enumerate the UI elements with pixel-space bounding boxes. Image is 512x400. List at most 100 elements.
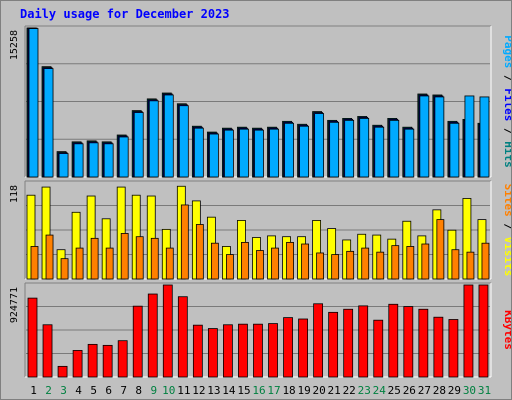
pages-bar	[208, 133, 219, 178]
pages-bar	[239, 128, 249, 178]
pages-bar	[404, 128, 415, 178]
sites-bar	[406, 246, 415, 280]
day-label: 15	[237, 384, 250, 397]
pages-bar	[374, 126, 385, 178]
pages-bar	[284, 122, 294, 178]
kbytes-bar	[42, 324, 53, 378]
kbytes-bar	[433, 316, 444, 378]
pages-bar	[178, 105, 189, 178]
pages-bar	[434, 96, 445, 178]
panel-1-legend: Sites / Visits	[502, 184, 511, 277]
kbytes-bar	[117, 340, 128, 378]
pages-bar	[299, 125, 309, 178]
kbytes-bar	[358, 305, 369, 378]
sites-bar	[195, 224, 204, 280]
panel-1-max-label: 118	[9, 185, 20, 203]
day-label: 3	[60, 384, 67, 397]
kbytes-bar	[72, 350, 83, 378]
legend-part-0: KBytes	[502, 310, 511, 350]
kbytes-bar	[253, 323, 263, 378]
panel-0-max-label: 15258	[9, 30, 20, 60]
day-label: 26	[403, 384, 416, 397]
kbytes-bar	[388, 303, 399, 378]
day-label: 22	[343, 384, 356, 397]
legend-part-1: /	[502, 68, 511, 88]
sites-bar	[60, 258, 69, 280]
pages-bar	[133, 112, 144, 178]
sites-bar	[451, 249, 460, 280]
legend-part-2: Visits	[502, 237, 511, 277]
kbytes-bar	[268, 323, 278, 378]
legend-part-3: /	[502, 121, 511, 141]
day-label: 20	[313, 384, 326, 397]
sites-bar	[481, 242, 490, 280]
legend-part-4: Hits	[502, 141, 511, 168]
pages-bar	[224, 129, 234, 178]
day-label: 14	[222, 384, 236, 397]
panel-2-legend: KBytes	[502, 310, 511, 350]
day-label: 18	[282, 384, 295, 397]
day-label: 31	[478, 384, 491, 397]
kbytes-bar	[418, 308, 429, 378]
sites-bar	[120, 233, 129, 280]
sites-bar	[256, 250, 264, 280]
day-label: 9	[150, 384, 157, 397]
sites-bar	[436, 219, 445, 280]
pages-bar	[344, 119, 355, 178]
legend-part-0: Sites	[502, 184, 511, 217]
day-label: 10	[162, 384, 175, 397]
kbytes-bar	[238, 323, 248, 378]
sites-bar	[466, 251, 475, 280]
day-label: 13	[207, 384, 220, 397]
day-label: 30	[463, 384, 476, 397]
pages-bar	[193, 127, 204, 178]
sites-bar	[346, 250, 355, 280]
day-label: 4	[75, 384, 82, 397]
kbytes-bar	[177, 296, 188, 378]
day-label: 7	[120, 384, 127, 397]
kbytes-bar	[343, 308, 354, 378]
day-label: 29	[448, 384, 461, 397]
pages-bar	[58, 153, 69, 178]
kbytes-bar	[448, 319, 459, 378]
sites-bar	[361, 247, 370, 280]
legend-part-2: Files	[502, 88, 511, 121]
sites-bar	[75, 247, 84, 280]
kbytes-bar	[102, 344, 113, 378]
panel-0-legend: Pages / Files / Hits	[502, 35, 511, 168]
kbytes-bar	[298, 318, 308, 378]
kbytes-bar	[132, 305, 143, 378]
kbytes-bar	[463, 284, 474, 378]
pages-bar	[73, 143, 84, 178]
day-label: 19	[297, 384, 310, 397]
sites-bar	[226, 254, 234, 280]
pages-bar	[329, 121, 340, 178]
panel-2-max-label: 924771	[9, 287, 20, 323]
day-label: 8	[135, 384, 142, 397]
kbytes-bar	[403, 306, 414, 378]
kbytes-bar	[147, 293, 158, 378]
day-label: 24	[373, 384, 387, 397]
day-label: 5	[90, 384, 97, 397]
pages-bar	[269, 128, 279, 178]
pages-bar	[43, 68, 54, 178]
pages-bar	[163, 94, 174, 178]
kbytes-bar	[283, 317, 293, 378]
sites-bar	[421, 243, 430, 280]
pages-bar	[389, 119, 400, 178]
pages-bar	[419, 95, 430, 178]
kbytes-bar	[373, 319, 384, 378]
sites-bar	[150, 237, 159, 280]
kbytes-bar	[87, 343, 98, 378]
chart-title: Daily usage for December 2023	[20, 7, 230, 21]
kbytes-bar	[57, 365, 68, 378]
sites-bar	[30, 246, 39, 280]
pages-bar	[464, 95, 475, 178]
kbytes-bar	[478, 284, 489, 378]
legend-part-1: /	[502, 217, 511, 237]
day-label: 6	[105, 384, 112, 397]
sites-bar	[135, 236, 144, 280]
sites-bar	[45, 234, 54, 280]
day-label: 17	[267, 384, 280, 397]
sites-bar	[210, 242, 219, 280]
